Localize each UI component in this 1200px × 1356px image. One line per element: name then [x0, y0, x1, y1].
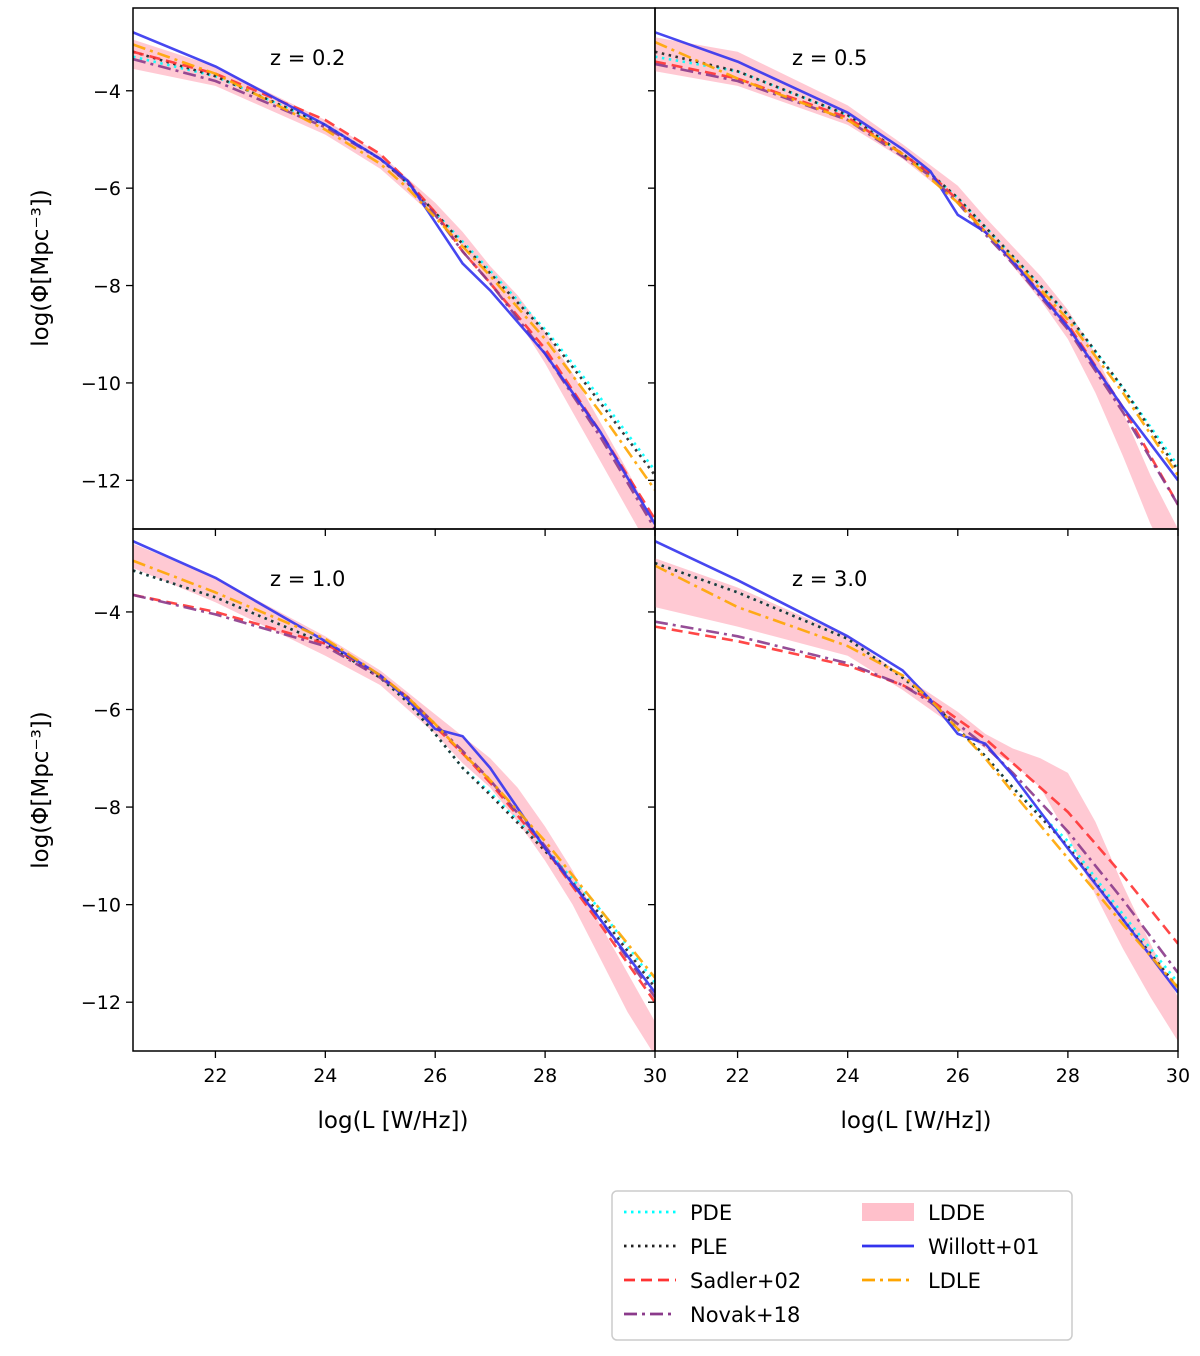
legend-label: LDDE: [928, 1201, 985, 1225]
x-axis-label-right: log(L [W/Hz]): [841, 1108, 992, 1134]
panels: −4 −6 −8 −10 −12 z = 0.2 z = 0.5 −4 −6 −8 −10 −12 22…: [81, 7, 1190, 1087]
x-tick-label: 24: [836, 1065, 860, 1087]
x-tick-label: 28: [1056, 1065, 1080, 1087]
y-tick-label: −8: [93, 797, 121, 819]
panel-label: z = 3.0: [792, 567, 867, 591]
panel-3: −4 −6 −8 −10 −12 22 24 26 28 30 z = 1.0: [81, 528, 667, 1087]
legend-item-novak: Novak+18: [624, 1303, 800, 1327]
plot-area: [655, 540, 1178, 1042]
panel-4: 22 24 26 28 30 z = 3.0: [648, 528, 1190, 1087]
x-tick-label: 24: [313, 1065, 337, 1087]
series-line-ple: [655, 50, 1178, 472]
legend-label: Willott+01: [928, 1235, 1039, 1259]
series-line-willott: [655, 540, 1178, 994]
axes-labels: log(Φ[Mpc⁻³]) log(Φ[Mpc⁻³]) log(L [W/Hz]…: [28, 189, 991, 1134]
legend-item-pde: PDE: [624, 1201, 732, 1225]
ldde-band: [133, 39, 655, 529]
legend-item-sadler: Sadler+02: [624, 1269, 801, 1293]
y-axis-label-top: log(Φ[Mpc⁻³]): [28, 189, 54, 347]
series-line-ple: [655, 561, 1178, 989]
x-tick-label: 30: [1166, 1065, 1190, 1087]
y-tick-label: −10: [81, 373, 121, 395]
legend-swatch: [862, 1203, 914, 1221]
ldde-band: [655, 558, 1178, 1042]
legend-label: LDLE: [928, 1269, 981, 1293]
panel-2: z = 0.5: [648, 7, 1179, 536]
ldde-band: [655, 37, 1178, 529]
y-tick-label: −6: [93, 178, 121, 200]
plot-area: [133, 540, 655, 1051]
series-line-sadler: [655, 60, 1178, 506]
series-line-sadler: [133, 593, 655, 1003]
legend-label: PDE: [690, 1201, 732, 1225]
y-tick-label: −10: [81, 895, 121, 917]
legend-item-willott: Willott+01: [862, 1235, 1039, 1259]
panel-frame: [654, 7, 1179, 530]
x-tick-label: 28: [533, 1065, 557, 1087]
y-tick-label: −4: [93, 602, 121, 624]
series-line-ple: [133, 569, 655, 989]
panel-label: z = 0.2: [270, 46, 345, 70]
series-line-ldle: [655, 40, 1178, 477]
series-line-pde: [133, 569, 655, 984]
y-tick-label: −12: [81, 992, 121, 1014]
panel-frame: [132, 528, 656, 1052]
legend-frame: [611, 1190, 1073, 1341]
y-tick-label: −12: [81, 470, 121, 492]
panel-frame: [132, 7, 656, 530]
y-tick-label: −8: [93, 276, 121, 298]
legend-label: Novak+18: [690, 1303, 800, 1327]
x-axis-label-left: log(L [W/Hz]): [318, 1108, 469, 1134]
series-line-ple: [133, 50, 655, 477]
series-line-willott: [133, 31, 655, 525]
series-line-willott: [655, 31, 1178, 482]
x-tick-label: 26: [423, 1065, 447, 1087]
plot-area: [133, 31, 655, 529]
series-line-sadler: [655, 625, 1178, 945]
y-axis-label-bottom: log(Φ[Mpc⁻³]): [28, 711, 54, 869]
panel-label: z = 1.0: [270, 567, 345, 591]
panel-1: −4 −6 −8 −10 −12 z = 0.2: [81, 7, 656, 536]
series-line-novak: [133, 57, 655, 529]
x-tick-label: 26: [946, 1065, 970, 1087]
x-tick-label: 22: [725, 1065, 749, 1087]
x-tick-label: 30: [643, 1065, 667, 1087]
panel-frame: [654, 528, 1179, 1052]
series-line-novak: [655, 62, 1178, 506]
series-line-ldle: [133, 43, 655, 491]
legend-item-ple: PLE: [624, 1235, 728, 1259]
legend-label: Sadler+02: [690, 1269, 801, 1293]
series-line-pde: [655, 561, 1178, 984]
legend-label: PLE: [690, 1235, 728, 1259]
legend-item-ldle: LDLE: [862, 1269, 981, 1293]
series-line-willott: [133, 540, 655, 994]
series-line-ldle: [133, 559, 655, 979]
series-line-novak: [133, 593, 655, 999]
y-tick-label: −4: [93, 81, 121, 103]
legend: PDE PLE Sadler+02 Novak+18 LDDE Willott+01 LDL…: [611, 1190, 1073, 1341]
ldde-band: [133, 543, 655, 1051]
series-line-novak: [655, 620, 1178, 974]
panel-label: z = 0.5: [792, 46, 867, 70]
legend-item-ldde: LDDE: [862, 1201, 985, 1225]
series-line-sadler: [133, 50, 655, 520]
x-tick-label: 22: [203, 1065, 227, 1087]
series-line-pde: [655, 55, 1178, 467]
y-tick-label: −6: [93, 700, 121, 722]
series-line-ldle: [655, 564, 1178, 989]
plot-area: [655, 31, 1178, 529]
